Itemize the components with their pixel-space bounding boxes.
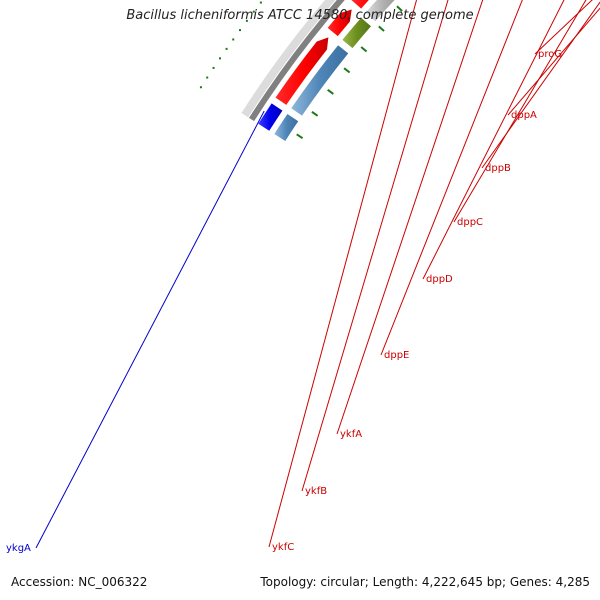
scale-dot [199, 86, 202, 89]
minor-tick [311, 111, 319, 117]
minor-tick [360, 46, 368, 53]
backbone-ring [241, 0, 345, 122]
cog-block [274, 113, 299, 141]
minor-tick [396, 5, 403, 12]
cds-arrow-ykgA [258, 103, 283, 131]
gene-labels: proG dppA dppB dppC dppD dppE ykfA ykfB ykfC ykgA [6, 0, 600, 554]
gene-label-ykfB: ykfB [305, 486, 327, 497]
gene-leader-line [35, 110, 265, 549]
cds-track [258, 0, 369, 131]
scale-dot [252, 10, 255, 13]
accession-text: Accession: NC_006322 [9, 575, 150, 589]
gene-label-proG: proG [538, 49, 562, 60]
backbone-shadow [241, 0, 336, 118]
gene-label-dppD: dppD [426, 274, 453, 285]
gene-label-dppC: dppC [457, 217, 483, 228]
cog-block [291, 45, 349, 116]
gene-label-dppB: dppB [485, 163, 511, 174]
gene-leader-line [336, 0, 484, 435]
gene-label-dppE: dppE [384, 350, 409, 361]
scale-dot [212, 66, 215, 69]
cog-block [365, 0, 395, 22]
gene-leader-line [422, 0, 565, 280]
scale-dot [239, 29, 242, 32]
topology-text: Topology: circular; Length: 4,222,645 bp… [258, 575, 592, 589]
scale-ring: 1391 kbp1392 kbp1393 kbp1394 kbp1395 kbp… [199, 1, 262, 89]
scale-dot [232, 38, 235, 41]
cds-arrow [327, 9, 352, 37]
scale-dot [219, 57, 222, 60]
scale-dot [225, 47, 228, 50]
minor-tick [296, 133, 304, 140]
gene-label-ykfA: ykfA [340, 429, 362, 440]
minor-tick [378, 25, 385, 32]
minor-tick-track [296, 5, 403, 140]
cog-block [342, 17, 371, 49]
gene-leader-line [301, 0, 449, 492]
gene-label-dppA: dppA [511, 110, 537, 121]
cog-track [274, 0, 395, 141]
scale-dot [245, 19, 248, 22]
map-title: Bacillus licheniformis ATCC 14580, compl… [126, 8, 474, 23]
gene-leader-line [380, 0, 523, 356]
gene-leader-line [268, 0, 418, 548]
gene-leader-line [507, 7, 600, 116]
minor-tick [343, 67, 351, 74]
gene-leader-line [534, 0, 593, 55]
minor-tick [327, 88, 334, 95]
gene-leader-line [481, 1, 600, 169]
gene-label-ykfC: ykfC [272, 542, 294, 553]
cds-arrow [275, 37, 329, 105]
gene-leader-line [453, 0, 587, 223]
gene-label-ykgA: ykgA [6, 543, 31, 554]
backbone-arc [249, 0, 345, 122]
cds-arrow [351, 0, 369, 9]
scale-dot [259, 1, 262, 4]
scale-dot [206, 76, 209, 79]
